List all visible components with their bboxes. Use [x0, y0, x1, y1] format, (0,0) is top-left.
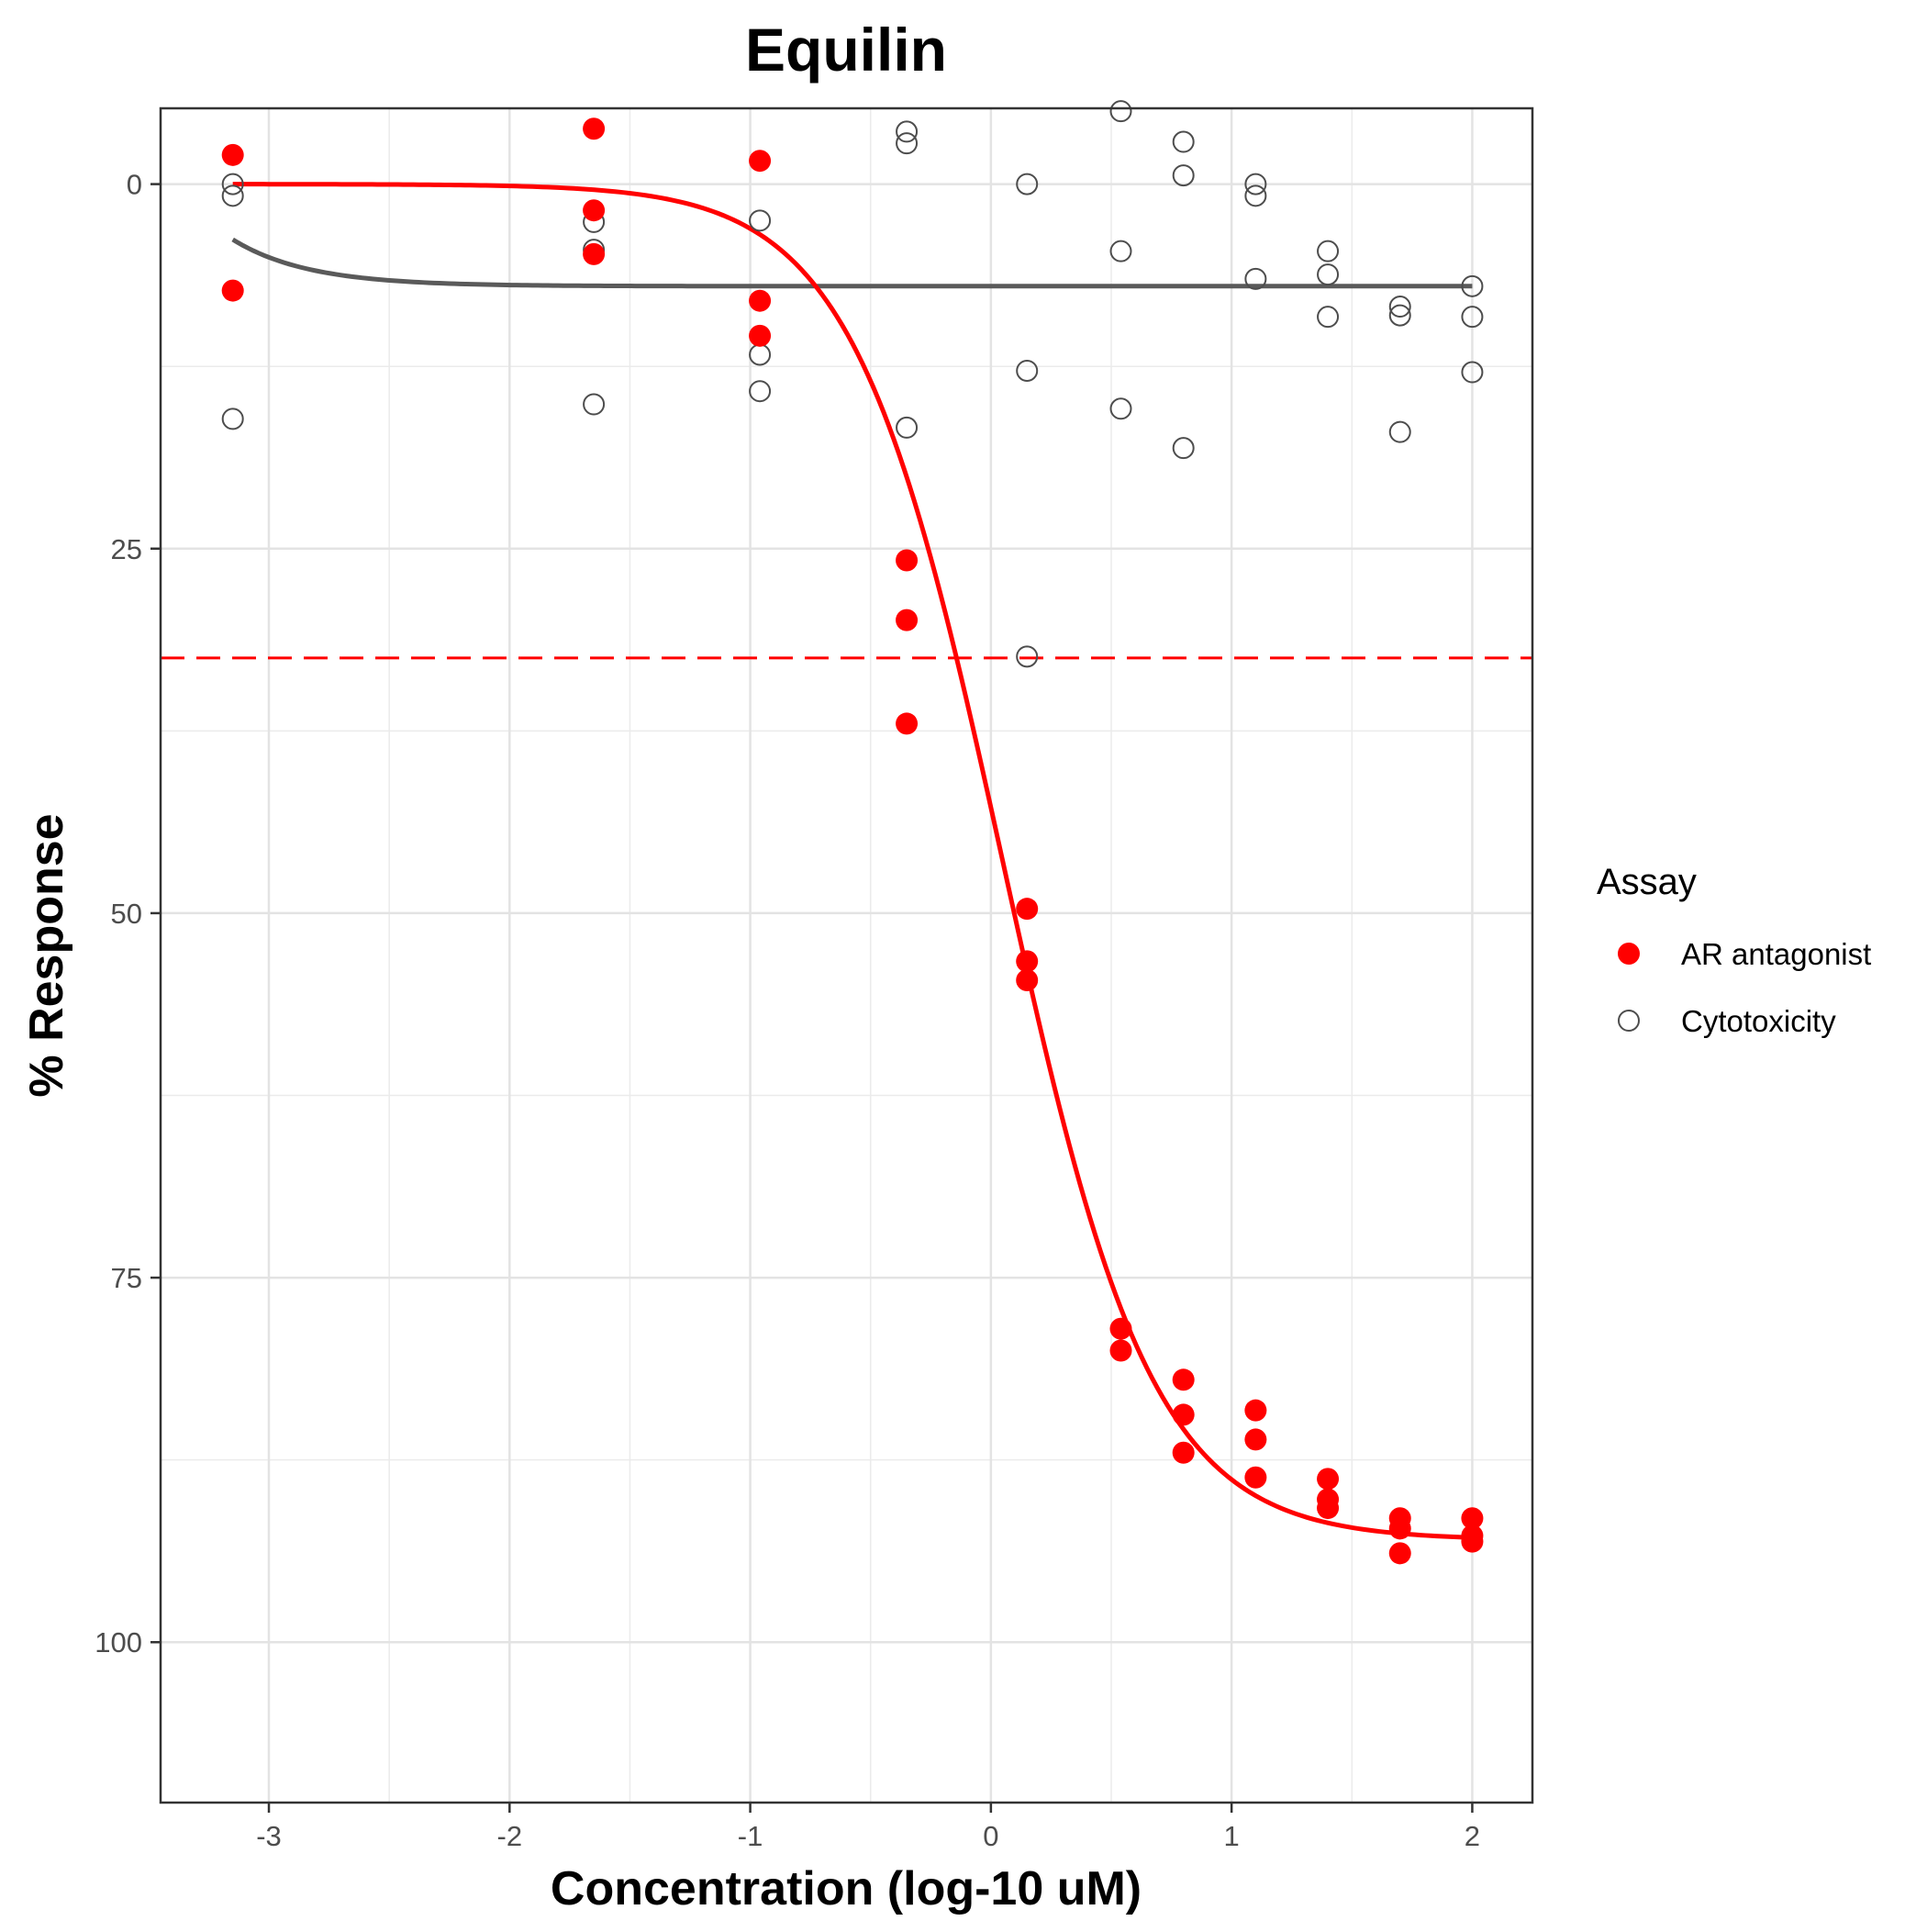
data-point-cytotoxicity — [1244, 173, 1267, 195]
data-point-cytotoxicity — [1172, 437, 1195, 460]
data-point-cytotoxicity — [1317, 263, 1340, 286]
data-point-ar-antagonist — [1172, 1368, 1195, 1391]
data-point-ar-antagonist — [749, 324, 772, 347]
data-point-ar-antagonist — [1016, 898, 1039, 921]
x-tick-label: -1 — [738, 1820, 763, 1852]
data-point-ar-antagonist — [1461, 1530, 1484, 1553]
data-point-ar-antagonist — [896, 549, 919, 572]
data-point-ar-antagonist — [1244, 1428, 1267, 1451]
data-point-cytotoxicity — [221, 173, 244, 195]
data-point-ar-antagonist — [1109, 1317, 1132, 1340]
y-tick-label: 50 — [111, 898, 142, 930]
data-point-cytotoxicity — [1172, 164, 1195, 187]
data-point-cytotoxicity — [1244, 267, 1267, 290]
data-point-cytotoxicity — [1172, 130, 1195, 153]
x-tick-label: 1 — [1224, 1820, 1240, 1852]
data-point-ar-antagonist — [1109, 1339, 1132, 1362]
y-tick-label: 0 — [127, 169, 142, 201]
data-point-ar-antagonist — [749, 289, 772, 312]
data-point-ar-antagonist — [1016, 950, 1039, 973]
data-point-ar-antagonist — [1317, 1497, 1340, 1520]
x-tick-label: -2 — [497, 1820, 523, 1852]
data-point-ar-antagonist — [221, 143, 244, 166]
fit-curve-cytotoxicity — [231, 237, 1473, 289]
y-tick-label: 100 — [95, 1626, 142, 1658]
data-point-cytotoxicity — [1461, 274, 1484, 297]
data-point-ar-antagonist — [1244, 1466, 1267, 1489]
data-point-cytotoxicity — [1461, 306, 1484, 329]
data-point-cytotoxicity — [1317, 240, 1340, 262]
y-tick-label: 25 — [111, 533, 142, 565]
x-tick-label: 0 — [983, 1820, 998, 1852]
data-point-ar-antagonist — [1388, 1517, 1411, 1540]
y-axis-title: % Response — [20, 813, 73, 1097]
x-tick-label: -3 — [256, 1820, 282, 1852]
data-point-cytotoxicity — [1016, 359, 1039, 382]
data-point-ar-antagonist — [583, 242, 606, 265]
data-point-cytotoxicity — [1109, 100, 1132, 123]
data-point-ar-antagonist — [221, 279, 244, 302]
data-point-ar-antagonist — [1172, 1403, 1195, 1426]
x-tick-label: 2 — [1465, 1820, 1480, 1852]
data-point-cytotoxicity — [1109, 240, 1132, 262]
axis-ticks: -3 -2 -1 0 1 2 0 25 50 75 100 — [95, 169, 1480, 1852]
data-point-ar-antagonist — [1461, 1507, 1484, 1530]
data-point-ar-antagonist — [896, 712, 919, 735]
data-point-cytotoxicity — [896, 132, 919, 155]
data-point-cytotoxicity — [1016, 645, 1039, 668]
data-point-cytotoxicity — [1388, 420, 1411, 443]
data-point-ar-antagonist — [1172, 1441, 1195, 1464]
data-point-cytotoxicity — [583, 393, 606, 416]
legend-label-ar-antagonist: AR antagonist — [1681, 937, 1871, 971]
data-point-cytotoxicity — [1244, 184, 1267, 207]
data-point-cytotoxicity — [1109, 397, 1132, 420]
data-point-cytotoxicity — [221, 184, 244, 207]
data-point-ar-antagonist — [749, 150, 772, 173]
data-point-cytotoxicity — [749, 380, 772, 403]
legend-key-ar-antagonist — [1618, 943, 1640, 965]
data-point-cytotoxicity — [1388, 304, 1411, 327]
data-point-cytotoxicity — [749, 209, 772, 232]
legend: Assay AR antagonist Cytotoxicity — [1597, 862, 1871, 1038]
legend-label-cytotoxicity: Cytotoxicity — [1681, 1004, 1836, 1038]
data-point-ar-antagonist — [583, 117, 606, 140]
data-point-ar-antagonist — [1317, 1468, 1340, 1491]
y-tick-label: 75 — [111, 1262, 142, 1294]
data-point-cytotoxicity — [1461, 361, 1484, 384]
data-points — [221, 100, 1484, 1565]
fit-curves — [231, 182, 1473, 1540]
legend-key-cytotoxicity — [1618, 1010, 1640, 1032]
data-point-ar-antagonist — [583, 199, 606, 222]
data-point-ar-antagonist — [1016, 969, 1039, 992]
data-point-cytotoxicity — [896, 416, 919, 439]
fit-curve-ar-antagonist — [232, 182, 1473, 1540]
legend-title: Assay — [1597, 862, 1697, 902]
data-point-ar-antagonist — [1244, 1399, 1267, 1422]
data-point-cytotoxicity — [1317, 306, 1340, 329]
data-point-cytotoxicity — [221, 408, 244, 430]
data-point-cytotoxicity — [1388, 296, 1411, 318]
plot-background — [161, 108, 1532, 1803]
chart-title: Equilin — [745, 16, 947, 84]
data-point-ar-antagonist — [896, 609, 919, 631]
data-point-cytotoxicity — [896, 120, 919, 143]
data-point-cytotoxicity — [1016, 173, 1039, 195]
data-point-ar-antagonist — [1388, 1542, 1411, 1565]
x-axis-title: Concentration (log-10 uM) — [551, 1862, 1142, 1915]
plot-border — [159, 106, 1534, 1804]
